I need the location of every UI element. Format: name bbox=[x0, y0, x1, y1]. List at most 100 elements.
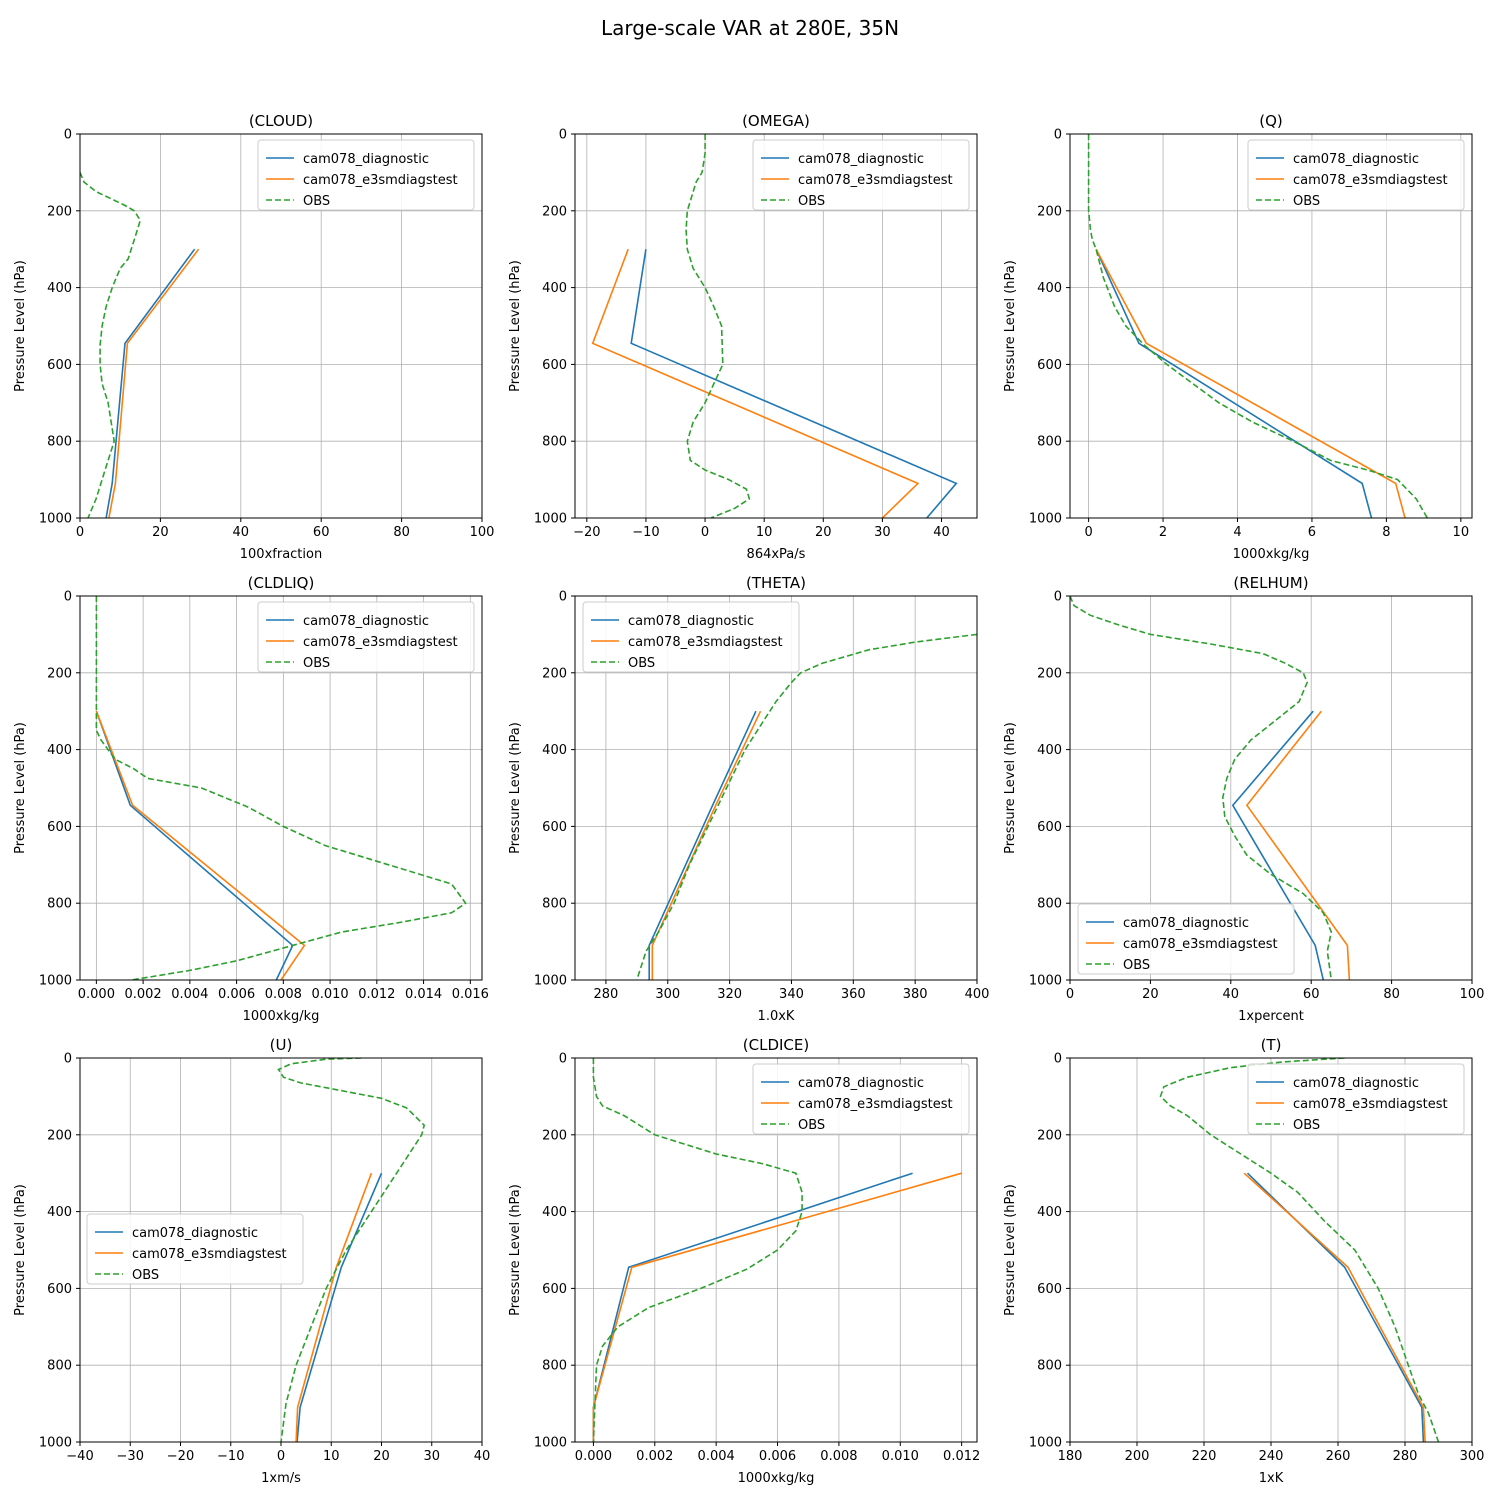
axes-frame bbox=[574, 595, 978, 981]
legend-label: OBS bbox=[1123, 958, 1150, 973]
y-tick-label: 1000 bbox=[534, 974, 567, 989]
y-tick-label: 800 bbox=[47, 1359, 72, 1374]
legend: cam078_diagnostic cam078_e3smdiagstest OBS bbox=[752, 1063, 970, 1135]
x-tick-label: −20 bbox=[167, 1449, 194, 1464]
y-axis-label: Pressure Level (hPa) bbox=[508, 1184, 523, 1316]
series-line-cam078_e3smdiagstest bbox=[591, 248, 920, 518]
y-tick-label: 200 bbox=[1037, 666, 1062, 681]
y-tick-label: 800 bbox=[542, 897, 567, 912]
x-tick-label: 400 bbox=[965, 987, 990, 1002]
y-axis-label: Pressure Level (hPa) bbox=[13, 1184, 28, 1316]
x-axis-label: 1xpercent bbox=[1238, 1009, 1304, 1024]
x-tick-label: −10 bbox=[217, 1449, 244, 1464]
y-axis-label: Pressure Level (hPa) bbox=[13, 722, 28, 854]
subplot-title: (RELHUM) bbox=[1233, 574, 1308, 592]
y-tick-label: 800 bbox=[47, 435, 72, 450]
legend-label: OBS bbox=[798, 194, 825, 209]
x-tick-label: 40 bbox=[474, 1449, 491, 1464]
legend: cam078_diagnostic cam078_e3smdiagstest OBS bbox=[752, 139, 970, 211]
y-tick-label: 1000 bbox=[39, 1436, 72, 1451]
x-tick-label: 20 bbox=[815, 525, 832, 540]
legend: cam078_diagnostic cam078_e3smdiagstest OBS bbox=[1247, 139, 1465, 211]
x-tick-label: 0.008 bbox=[820, 1449, 857, 1464]
x-tick-label: 0.010 bbox=[882, 1449, 919, 1464]
x-tick-label: 0.000 bbox=[78, 987, 115, 1002]
series-line-cam078_diagnostic bbox=[1246, 1172, 1425, 1442]
y-tick-label: 600 bbox=[542, 358, 567, 373]
y-tick-label: 800 bbox=[1037, 1359, 1062, 1374]
subplot-title: (T) bbox=[1261, 1036, 1282, 1054]
x-tick-label: 0 bbox=[1066, 987, 1074, 1002]
series-line-cam078_diagnostic bbox=[630, 249, 958, 518]
legend-label: cam078_e3smdiagstest bbox=[303, 173, 458, 188]
legend: cam078_diagnostic cam078_e3smdiagstest OBS bbox=[257, 139, 475, 211]
x-tick-label: 0.008 bbox=[265, 987, 302, 1002]
y-axis-label: Pressure Level (hPa) bbox=[1003, 260, 1018, 392]
y-tick-label: 400 bbox=[542, 743, 567, 758]
subplot-cldice: 0.000 0.002 0.004 0.006 0.008 0.010 0.012 0 200 4… bbox=[508, 1036, 980, 1486]
subplot-title: (U) bbox=[270, 1036, 293, 1054]
y-axis-label: Pressure Level (hPa) bbox=[13, 260, 28, 392]
x-tick-label: 0.006 bbox=[218, 987, 255, 1002]
series-line-cam078_e3smdiagstest bbox=[1095, 248, 1406, 518]
x-tick-label: 0 bbox=[701, 525, 709, 540]
x-tick-label: 100 bbox=[1460, 987, 1485, 1002]
y-tick-label: 0 bbox=[1054, 128, 1062, 143]
subplot-omega: −20 −10 0 10 20 30 4002004006008001000(OMEGA)8… bbox=[508, 112, 978, 562]
series-line-cam078_e3smdiagstest bbox=[651, 710, 762, 980]
x-tick-label: 340 bbox=[779, 987, 804, 1002]
series-line-obs bbox=[1070, 596, 1333, 980]
legend-box bbox=[257, 601, 475, 673]
legend-label: OBS bbox=[628, 656, 655, 671]
x-axis-label: 100xfraction bbox=[240, 547, 322, 562]
y-tick-label: 400 bbox=[1037, 743, 1062, 758]
series-line-cam078_e3smdiagstest bbox=[295, 1172, 373, 1442]
legend-box bbox=[752, 139, 970, 211]
subplot-title: (OMEGA) bbox=[742, 112, 810, 130]
x-tick-label: 30 bbox=[423, 1449, 440, 1464]
x-tick-label: 320 bbox=[717, 987, 742, 1002]
y-tick-label: 200 bbox=[542, 666, 567, 681]
y-tick-label: 600 bbox=[47, 1282, 72, 1297]
x-tick-label: 200 bbox=[1125, 1449, 1150, 1464]
series-line-cam078_e3smdiagstest bbox=[108, 248, 200, 518]
y-tick-label: 200 bbox=[1037, 204, 1062, 219]
y-tick-label: 800 bbox=[47, 897, 72, 912]
x-tick-label: 360 bbox=[841, 987, 866, 1002]
figure-title: Large-scale VAR at 280E, 35N bbox=[600, 16, 900, 40]
y-tick-label: 600 bbox=[47, 820, 72, 835]
legend-label: OBS bbox=[303, 194, 330, 209]
y-tick-label: 0 bbox=[1054, 590, 1062, 605]
y-tick-label: 600 bbox=[47, 358, 72, 373]
series-line-obs bbox=[95, 596, 467, 980]
x-tick-label: 380 bbox=[903, 987, 928, 1002]
y-tick-label: 200 bbox=[1037, 1128, 1062, 1143]
x-tick-label: 0.000 bbox=[575, 1449, 612, 1464]
series-line-cam078_diagnostic bbox=[296, 1172, 383, 1442]
x-tick-label: 240 bbox=[1259, 1449, 1284, 1464]
y-tick-label: 200 bbox=[47, 666, 72, 681]
series-line-obs bbox=[685, 134, 751, 518]
x-tick-label: 8 bbox=[1382, 525, 1390, 540]
y-tick-label: 400 bbox=[1037, 1205, 1062, 1220]
x-tick-label: 60 bbox=[1303, 987, 1320, 1002]
legend-label: cam078_e3smdiagstest bbox=[132, 1247, 287, 1262]
y-tick-label: 1000 bbox=[39, 512, 72, 527]
y-axis-label: Pressure Level (hPa) bbox=[1003, 1184, 1018, 1316]
x-tick-label: 260 bbox=[1326, 1449, 1351, 1464]
y-tick-label: 600 bbox=[542, 1282, 567, 1297]
axes-frame bbox=[1069, 133, 1473, 519]
legend-label: OBS bbox=[132, 1268, 159, 1283]
subplot-cldliq: 0.000 0.002 0.004 0.006 0.008 0.010 0.012 0.014… bbox=[13, 574, 489, 1024]
x-axis-label: 1000xkg/kg bbox=[243, 1009, 320, 1024]
x-tick-label: −10 bbox=[632, 525, 659, 540]
x-tick-label: 280 bbox=[594, 987, 619, 1002]
y-tick-label: 800 bbox=[542, 435, 567, 450]
legend: cam078_diagnostic cam078_e3smdiagstest OBS bbox=[1077, 903, 1295, 975]
legend-label: cam078_e3smdiagstest bbox=[798, 1097, 953, 1112]
series-line-obs bbox=[592, 1058, 803, 1442]
legend-label: cam078_diagnostic bbox=[1123, 916, 1249, 931]
legend-label: cam078_diagnostic bbox=[303, 614, 429, 629]
x-axis-label: 1000xkg/kg bbox=[1233, 547, 1310, 562]
